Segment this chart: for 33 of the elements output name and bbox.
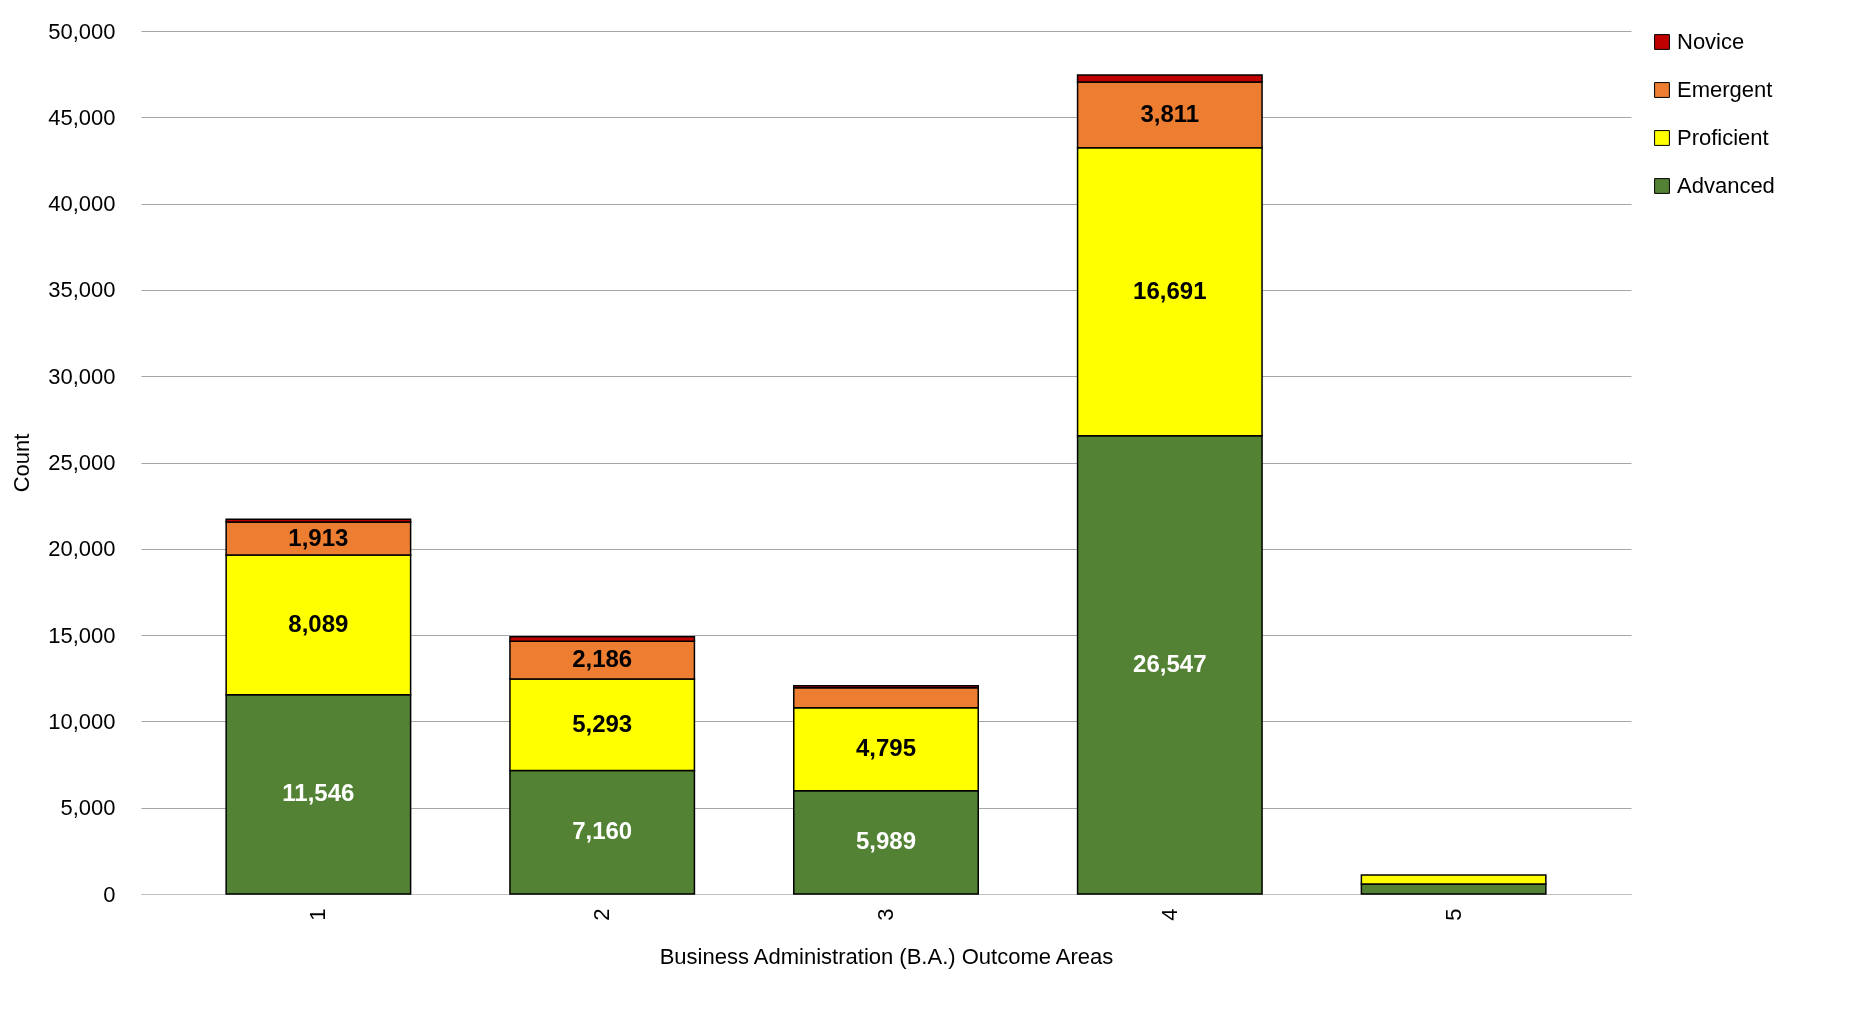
y-tick-label: 5,000 — [60, 795, 116, 821]
legend-label: Novice — [1677, 29, 1745, 54]
y-tick-label: 20,000 — [48, 536, 116, 562]
data-label: 26,547 — [1133, 649, 1207, 677]
data-label: 11,546 — [282, 779, 355, 807]
legend-label: Emergent — [1677, 77, 1773, 102]
data-label: 5,989 — [855, 827, 917, 855]
y-tick-label: 30,000 — [48, 363, 116, 389]
x-tick-label: 5 — [1440, 908, 1466, 921]
data-label: 4,795 — [855, 734, 917, 762]
y-tick-label: 25,000 — [48, 450, 116, 475]
y-tick-label: 15,000 — [48, 622, 116, 648]
x-tick-label: 4 — [1156, 908, 1182, 921]
y-tick-label: 45,000 — [48, 104, 116, 130]
data-label: 1,913 — [288, 523, 349, 551]
y-tick-label: 40,000 — [48, 191, 116, 217]
data-label: 5,293 — [572, 709, 633, 737]
x-tick-label: 3 — [873, 908, 898, 921]
legend-label: Proficient — [1677, 125, 1769, 150]
data-label: 8,089 — [288, 609, 349, 637]
y-tick-label: 35,000 — [48, 277, 116, 303]
data-label: 16,691 — [1133, 276, 1207, 304]
y-tick-label: 10,000 — [48, 708, 116, 734]
x-tick-label: 1 — [305, 908, 331, 921]
data-label: 3,811 — [1140, 99, 1200, 127]
y-tick-label: 50,000 — [48, 18, 116, 44]
y-tick-label: 0 — [103, 881, 116, 907]
x-axis-title: Business Administration (B.A.) Outcome Areas — [659, 943, 1114, 969]
data-label: 2,186 — [572, 645, 633, 673]
y-axis-title: Count — [9, 433, 35, 493]
x-tick-label: 2 — [589, 908, 615, 921]
legend-label: Advanced — [1677, 173, 1775, 198]
data-label: 7,160 — [572, 817, 633, 845]
